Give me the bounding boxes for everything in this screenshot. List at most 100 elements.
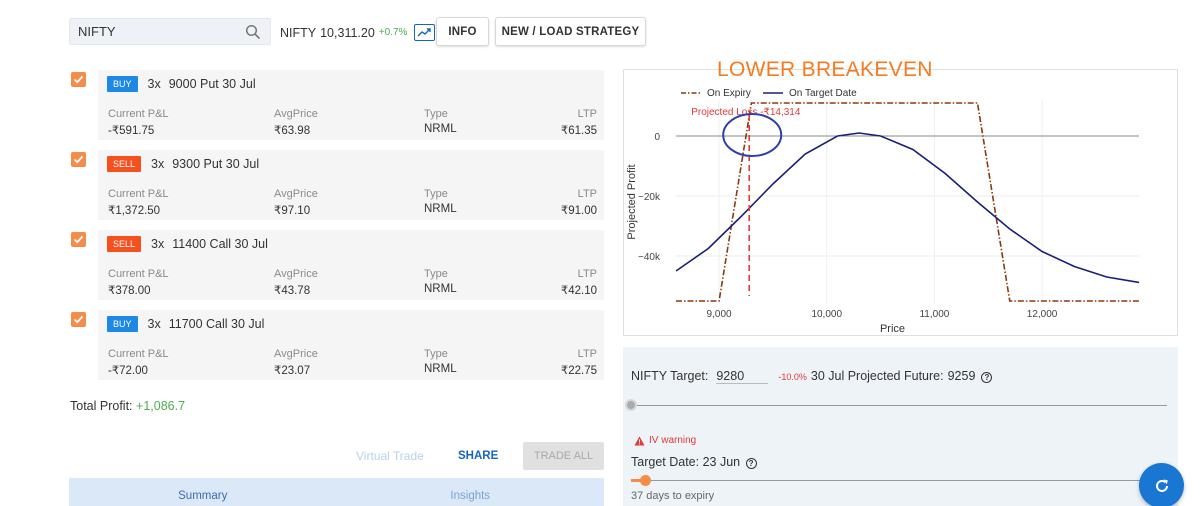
help-icon[interactable]: ? [745,458,757,469]
nifty-target-row: NIFTY Target: 9280 -10.0% 30 Jul Project… [631,369,993,384]
projected-loss-label: Projected Loss -₹14,314 [691,107,801,118]
total-profit-label: Total Profit: [70,399,133,413]
projected-future-label: 30 Jul Projected Future: [810,369,944,383]
new-load-strategy-button[interactable]: NEW / LOAD STRATEGY [495,17,646,46]
type-value: NRML [424,203,457,215]
pnl-value: ₹1,372.50 [108,205,161,217]
y-axis-label: Projected Profit [626,164,638,239]
projected-future-value: 9259 [947,369,976,383]
on-expiry-line [676,102,1139,302]
side-badge: BUY [107,76,138,92]
position-checkbox[interactable] [71,72,86,87]
avg-price-value: ₹63.98 [274,125,311,137]
position-qty: 3x [151,237,165,251]
y-tick-label: −20k [638,192,661,203]
target-slider-track[interactable] [631,405,1167,406]
position-checkbox[interactable] [71,312,86,327]
position-card[interactable]: BUY 3x 9000 Put 30 Jul Current P&L -₹591.… [98,70,604,140]
target-label: NIFTY Target: [631,369,709,383]
type-value: NRML [424,123,457,135]
x-tick-label: 10,000 [811,309,842,320]
payoff-chart[interactable]: 9,000 10,000 11,000 12,000 0 −20k −40k Price Pro… [624,70,1179,337]
help-icon[interactable]: ? [981,372,993,383]
trend-icon [417,28,432,37]
position-qty: 3x [147,317,161,331]
target-input[interactable]: 9280 [716,369,769,384]
position-instrument: 9000 Put 30 Jul [168,77,256,91]
target-slider-thumb[interactable] [625,399,637,411]
type-value: NRML [424,363,457,375]
side-badge: SELL [107,236,142,252]
pnl-label: Current P&L [108,348,169,360]
info-button[interactable]: INFO [436,17,489,46]
total-profit: Total Profit: +1,086.7 [70,399,185,413]
symbol-search-input[interactable] [78,24,238,39]
avg-price-label: AvgPrice [274,188,318,200]
position-header: SELL 3x 11400 Call 30 Jul [107,236,268,252]
pnl-value: ₹378.00 [108,285,151,297]
x-tick-label: 9,000 [707,309,732,320]
date-slider-track[interactable] [631,480,1167,481]
position-instrument: 11700 Call 30 Jul [168,317,265,331]
target-panel: NIFTY Target: 9280 -10.0% 30 Jul Project… [623,347,1178,506]
position-header: BUY 3x 11700 Call 30 Jul [107,316,264,332]
underlying-change: +0.7% [378,27,408,38]
checkmark-icon [73,315,84,324]
position-card[interactable]: SELL 3x 9300 Put 30 Jul Current P&L ₹1,37… [98,150,604,220]
tab-insights[interactable]: Insights [450,490,491,502]
trend-chart-button[interactable] [414,24,436,41]
target-pct: -10.0% [778,372,807,382]
avg-price-value: ₹43.78 [274,285,311,297]
position-qty: 3x [147,77,161,91]
legend-label-on-expiry: On Expiry [707,88,751,99]
pnl-label: Current P&L [108,188,169,200]
position-header: BUY 3x 9000 Put 30 Jul [107,76,256,92]
type-label: Type [424,188,448,200]
position-qty: 3x [151,157,165,171]
underlying-quote: NIFTY 10,311.20 +0.7% [280,24,436,41]
target-date-label: Target Date: [631,455,700,469]
avg-price-label: AvgPrice [274,348,318,360]
avg-price-label: AvgPrice [274,268,318,280]
position-checkbox[interactable] [71,152,86,167]
ltp-label: LTP [577,108,597,120]
ltp-value: ₹61.35 [560,125,597,137]
refresh-icon [1155,479,1168,492]
position-checkbox[interactable] [71,232,86,247]
target-date-value: 23 Jun [702,455,741,469]
checkmark-icon [73,75,84,84]
legend-label-on-target-date: On Target Date [789,88,857,99]
position-card[interactable]: SELL 3x 11400 Call 30 Jul Current P&L ₹37… [98,230,604,300]
symbol-search-box[interactable] [69,18,271,45]
virtual-trade-link[interactable]: Virtual Trade [356,449,424,463]
checkmark-icon [73,155,84,164]
checkmark-icon [73,235,84,244]
bottom-tabs: Summary Insights [69,478,604,506]
trade-all-button[interactable]: TRADE ALL [523,442,604,470]
pnl-label: Current P&L [108,108,169,120]
total-profit-value: +1,086.7 [136,399,186,413]
y-tick-label: −40k [638,252,661,263]
avg-price-value: ₹97.10 [274,205,311,217]
type-label: Type [424,108,448,120]
target-date-row: Target Date: 23 Jun ? [631,455,757,469]
ltp-label: LTP [577,188,597,200]
avg-price-label: AvgPrice [274,108,318,120]
tab-summary[interactable]: Summary [178,490,228,502]
x-axis-label: Price [880,323,905,335]
type-value: NRML [424,283,457,295]
refresh-button[interactable] [1139,463,1184,506]
underlying-label: NIFTY [280,25,317,40]
breakeven-highlight-circle [722,113,783,157]
date-slider-thumb[interactable] [640,475,651,486]
y-tick-label: 0 [654,132,660,143]
pnl-label: Current P&L [108,268,169,280]
position-instrument: 9300 Put 30 Jul [172,157,260,171]
days-to-expiry: 37 days to expiry [631,490,715,502]
search-icon[interactable] [245,24,261,40]
share-link[interactable]: SHARE [458,450,499,462]
position-card[interactable]: BUY 3x 11700 Call 30 Jul Current P&L -₹72… [98,310,604,380]
ltp-value: ₹42.10 [560,285,597,297]
position-header: SELL 3x 9300 Put 30 Jul [107,156,259,172]
iv-warning-text: IV warning [649,435,697,446]
